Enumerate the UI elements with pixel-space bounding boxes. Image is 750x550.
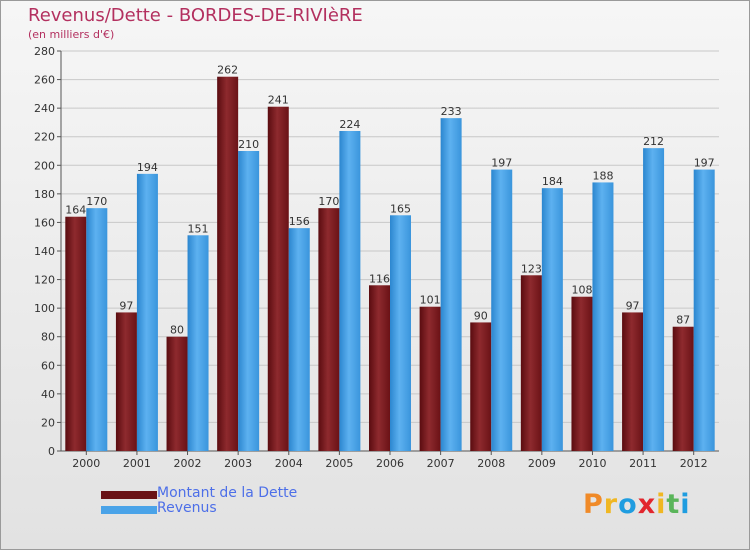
y-tick-label: 20 (41, 416, 55, 429)
bar-revenus (288, 228, 310, 451)
value-label-debt: 164 (65, 204, 86, 217)
value-label-revenus: 210 (238, 138, 259, 151)
proxiti-logo: Proxiti (583, 489, 691, 520)
bar-revenus (238, 151, 260, 451)
value-label-revenus: 184 (542, 175, 563, 188)
x-tick-label: 2001 (123, 457, 151, 470)
labels: 0 20 40 60 80 100 120 140 160 180 200 220 240 260 280 2… (34, 45, 715, 470)
value-label-revenus: 212 (643, 135, 664, 148)
logo-letter: i (656, 489, 667, 520)
value-label-debt: 241 (268, 94, 289, 107)
bar-revenus (86, 208, 108, 451)
value-label-revenus: 197 (694, 157, 715, 170)
x-tick-label: 2000 (72, 457, 100, 470)
y-tick-label: 100 (34, 302, 55, 315)
bar-revenus (136, 173, 158, 451)
logo-letter: i (680, 489, 691, 520)
y-tick-label: 140 (34, 245, 55, 258)
logo-letter: o (618, 489, 638, 520)
logo-letter: t (666, 489, 681, 520)
x-tick-label: 2007 (427, 457, 455, 470)
bar-debt (65, 216, 87, 451)
bar-revenus (693, 169, 715, 452)
value-label-debt: 170 (318, 195, 339, 208)
value-label-debt: 97 (626, 299, 640, 312)
x-tick-label: 2010 (578, 457, 606, 470)
x-tick-label: 2011 (629, 457, 657, 470)
bar-debt (419, 306, 441, 451)
value-label-debt: 90 (474, 309, 488, 322)
x-tick-label: 2009 (528, 457, 556, 470)
logo-letter: x (637, 489, 657, 520)
y-tick-label: 220 (34, 131, 55, 144)
x-tick-label: 2008 (477, 457, 505, 470)
y-tick-label: 280 (34, 45, 55, 58)
y-tick-label: 80 (41, 331, 55, 344)
y-tick-label: 160 (34, 216, 55, 229)
value-label-debt: 87 (676, 314, 690, 327)
bar-debt (217, 76, 239, 451)
value-label-revenus: 165 (390, 202, 411, 215)
value-label-revenus: 188 (592, 169, 613, 182)
value-label-revenus: 170 (86, 195, 107, 208)
value-label-debt: 97 (119, 299, 133, 312)
y-tick-label: 60 (41, 359, 55, 372)
bar-revenus (339, 131, 361, 451)
logo-letter: r (603, 489, 619, 520)
x-tick-label: 2003 (224, 457, 252, 470)
value-label-revenus: 194 (137, 161, 158, 174)
x-tick-label: 2012 (680, 457, 708, 470)
logo-letter: P (583, 489, 604, 520)
bar-revenus (390, 215, 411, 451)
bar-revenus (440, 118, 462, 452)
bar-debt (672, 326, 694, 451)
legend-swatch-debt (101, 491, 157, 499)
bar-debt (318, 208, 340, 451)
bar-revenus (187, 235, 209, 451)
value-label-debt: 80 (170, 324, 184, 337)
bar-revenus (643, 148, 665, 451)
value-label-debt: 116 (369, 272, 390, 285)
bar-debt (166, 336, 188, 451)
bar-debt (267, 106, 289, 451)
value-label-revenus: 151 (188, 222, 209, 235)
value-label-debt: 262 (217, 64, 238, 77)
y-tick-label: 240 (34, 102, 55, 115)
value-label-debt: 123 (521, 262, 542, 275)
x-tick-label: 2004 (275, 457, 303, 470)
bars (65, 76, 715, 452)
legend-label-debt: Montant de la Dette (157, 485, 298, 501)
y-tick-label: 180 (34, 188, 55, 201)
value-label-debt: 108 (571, 284, 592, 297)
legend-label-revenus: Revenus (157, 500, 217, 516)
y-tick-label: 260 (34, 74, 55, 87)
x-tick-label: 2002 (174, 457, 202, 470)
bar-debt (115, 312, 137, 451)
value-label-revenus: 224 (339, 118, 360, 131)
x-tick-label: 2005 (325, 457, 353, 470)
value-label-debt: 101 (420, 294, 441, 307)
bar-revenus (491, 169, 513, 452)
bar-debt (622, 312, 644, 451)
value-label-revenus: 233 (441, 105, 462, 118)
bar-debt (571, 296, 593, 451)
bar-revenus (592, 182, 614, 451)
y-tick-label: 0 (48, 445, 55, 458)
bar-debt (470, 322, 492, 451)
value-label-revenus: 197 (491, 157, 512, 170)
bar-debt (369, 285, 390, 451)
bar-revenus (541, 188, 563, 451)
chart-title: Revenus/Dette - BORDES-DE-RIVIèRE (28, 5, 363, 26)
chart-subtitle: (en milliers d'€) (28, 28, 115, 41)
y-tick-label: 200 (34, 159, 55, 172)
bar-debt (520, 275, 542, 451)
y-tick-label: 40 (41, 388, 55, 401)
value-label-revenus: 156 (289, 215, 310, 228)
y-tick-label: 120 (34, 274, 55, 287)
legend-swatch-revenus (101, 506, 157, 514)
x-tick-label: 2006 (376, 457, 404, 470)
